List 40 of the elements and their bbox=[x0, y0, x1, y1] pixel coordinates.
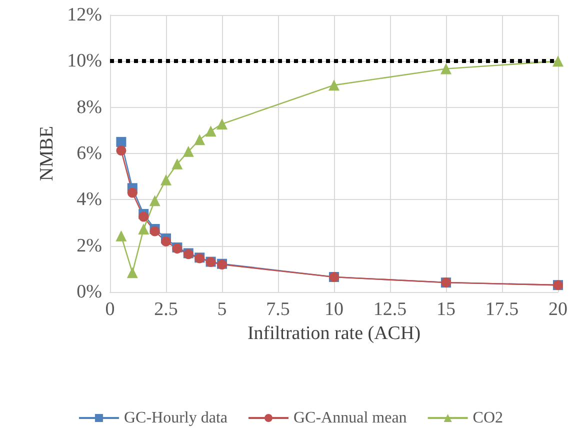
point bbox=[138, 223, 150, 234]
point bbox=[127, 188, 138, 198]
point bbox=[172, 158, 183, 170]
y-tick-label: 4% bbox=[76, 189, 102, 210]
point bbox=[182, 146, 194, 157]
legend-label: CO2 bbox=[472, 410, 504, 426]
point bbox=[552, 56, 564, 67]
point bbox=[194, 134, 206, 146]
point bbox=[116, 146, 126, 156]
point bbox=[116, 136, 126, 147]
x-tick-label: 10 bbox=[324, 299, 344, 320]
y-tick-label: 8% bbox=[76, 96, 102, 118]
point bbox=[216, 118, 228, 130]
point bbox=[138, 212, 149, 222]
x-tick-label: 12.5 bbox=[373, 299, 407, 320]
x-tick-label: 2.5 bbox=[154, 299, 178, 320]
point bbox=[126, 267, 138, 278]
y-tick-label: 10% bbox=[67, 50, 102, 72]
point bbox=[328, 80, 340, 91]
x-tick-label: 15 bbox=[436, 299, 456, 320]
point bbox=[160, 174, 172, 186]
x-tick-label: 20 bbox=[548, 299, 568, 320]
y-tick-label: 2% bbox=[76, 235, 102, 256]
point bbox=[205, 126, 216, 137]
x-tick-label: 0 bbox=[105, 299, 115, 320]
x-axis-title: Infiltration rate (ACH) bbox=[247, 323, 421, 344]
y-axis-title: NMBE bbox=[36, 126, 58, 181]
point bbox=[150, 226, 160, 236]
x-tick-label: 7.5 bbox=[266, 299, 290, 320]
point bbox=[161, 236, 171, 246]
point bbox=[440, 63, 452, 74]
y-tick-label: 6% bbox=[76, 143, 102, 164]
y-tick-label: 0% bbox=[76, 282, 102, 302]
point bbox=[149, 195, 160, 206]
point bbox=[116, 230, 127, 242]
legend-label: GC-Hourly data bbox=[124, 410, 228, 426]
x-tick-label: 5 bbox=[217, 299, 227, 320]
legend-label: GC-Annual mean bbox=[294, 410, 407, 426]
y-tick-label: 12% bbox=[67, 4, 102, 26]
x-tick-label: 17.5 bbox=[485, 299, 519, 320]
